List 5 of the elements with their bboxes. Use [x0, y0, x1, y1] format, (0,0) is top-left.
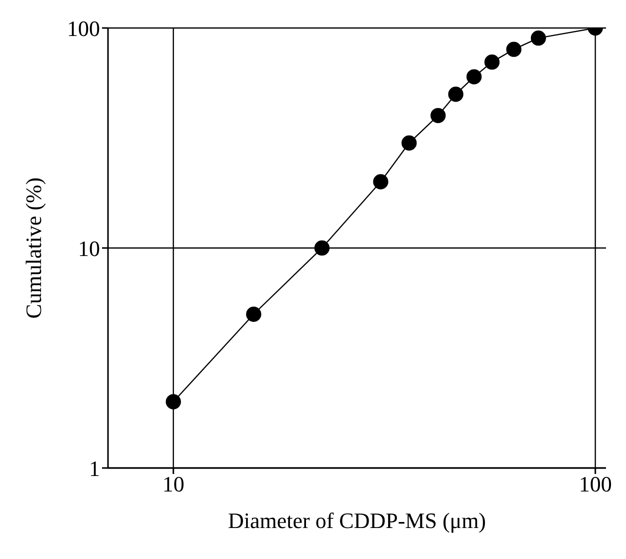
- x-axis-title: Diameter of CDDP-MS (μm): [228, 508, 486, 533]
- y-tick-label: 10: [78, 236, 100, 261]
- y-tick-label: 1: [89, 456, 100, 481]
- y-axis-title: Cumulative (%): [20, 177, 46, 319]
- y-tick-label: 100: [67, 16, 100, 41]
